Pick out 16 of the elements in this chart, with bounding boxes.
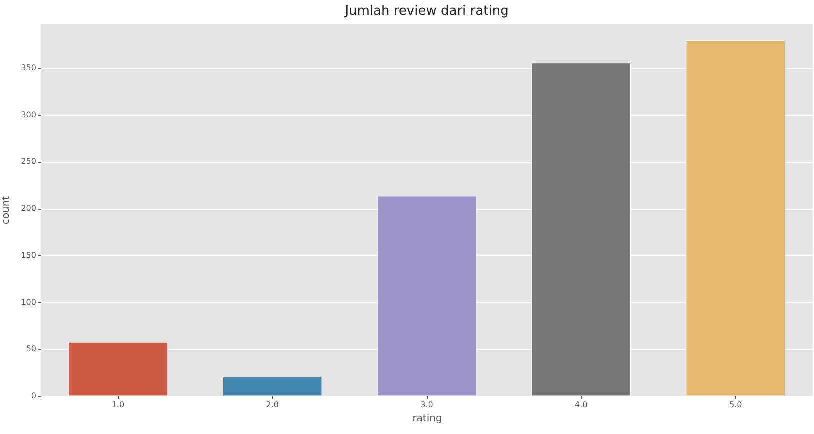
x-tick-label: 2.0 [266,400,279,410]
x-tick-label: 1.0 [112,400,125,410]
y-axis-title: count [1,196,12,225]
x-tick-label: 4.0 [575,400,588,410]
y-tick-label: 100 [21,298,36,307]
y-tick-label: 50 [26,344,36,354]
y-tick-label: 200 [21,204,36,214]
y-tick-label: 300 [21,110,36,120]
y-tick-label: 0 [31,392,36,400]
x-tick-label: 3.0 [420,400,434,410]
y-tick-label: 350 [21,64,36,73]
y-tick-label: 150 [21,250,36,260]
y-tick-label: 250 [21,157,36,166]
x-tick-label: 5.0 [729,400,742,410]
bar [222,377,322,396]
chart-title: Jumlah review dari rating [344,4,509,19]
